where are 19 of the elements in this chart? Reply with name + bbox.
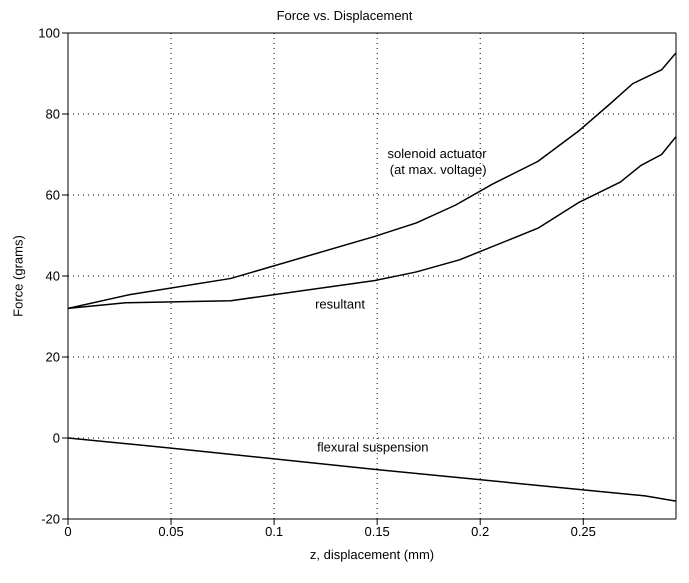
y-tick-label: 80	[46, 106, 60, 122]
y-tick-label: 40	[46, 268, 60, 284]
series-label: solenoid actuator (at max. voltage)	[388, 146, 488, 178]
y-tick-label: 20	[46, 350, 60, 365]
chart-title: Force vs. Displacement	[276, 8, 414, 25]
y-tick-label: 100	[38, 26, 60, 41]
x-tick-label: 0.25	[570, 524, 596, 540]
x-tick-label: 0.05	[158, 524, 184, 540]
x-tick-label: 0.2	[471, 524, 490, 540]
y-tick-label: -20	[41, 512, 60, 527]
series-label: flexural suspension	[317, 440, 428, 455]
x-tick-label: 0	[64, 524, 72, 540]
y-axis-title: Force (grams)	[10, 235, 26, 317]
x-tick-label: 0.15	[364, 524, 390, 540]
y-tick-label: 60	[46, 188, 60, 203]
y-tick-label: 0	[52, 430, 60, 446]
x-axis-title: z, displacement (mm)	[310, 547, 434, 562]
series-label: resultant	[315, 296, 366, 312]
x-tick-label: 0.1	[265, 524, 284, 540]
